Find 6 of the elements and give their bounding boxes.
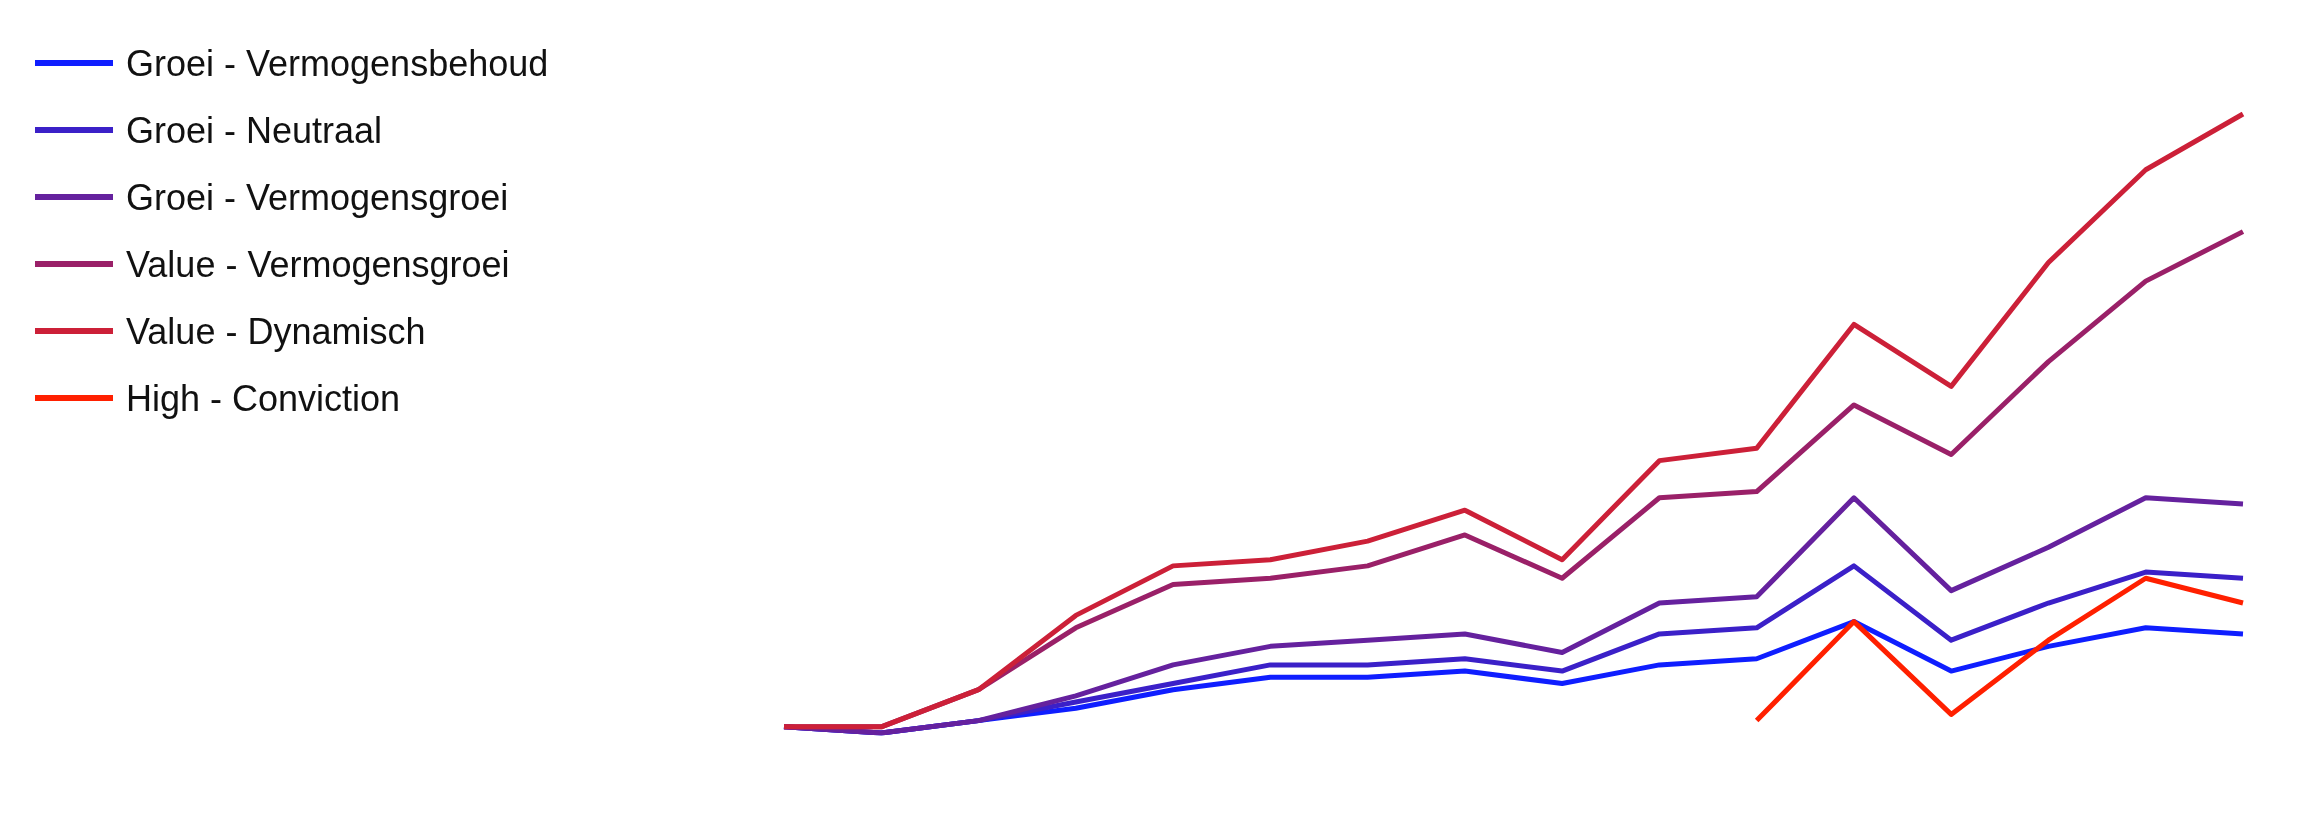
legend-label: Value - Vermogensgroei (126, 243, 510, 285)
legend-label: Groei - Vermogensgroei (126, 176, 509, 218)
legend-label: Value - Dynamisch (126, 310, 426, 352)
legend-label: High - Conviction (126, 377, 401, 419)
legend-label: Groei - Neutraal (126, 109, 383, 151)
legend-label: Groei - Vermogensbehoud (126, 42, 549, 84)
